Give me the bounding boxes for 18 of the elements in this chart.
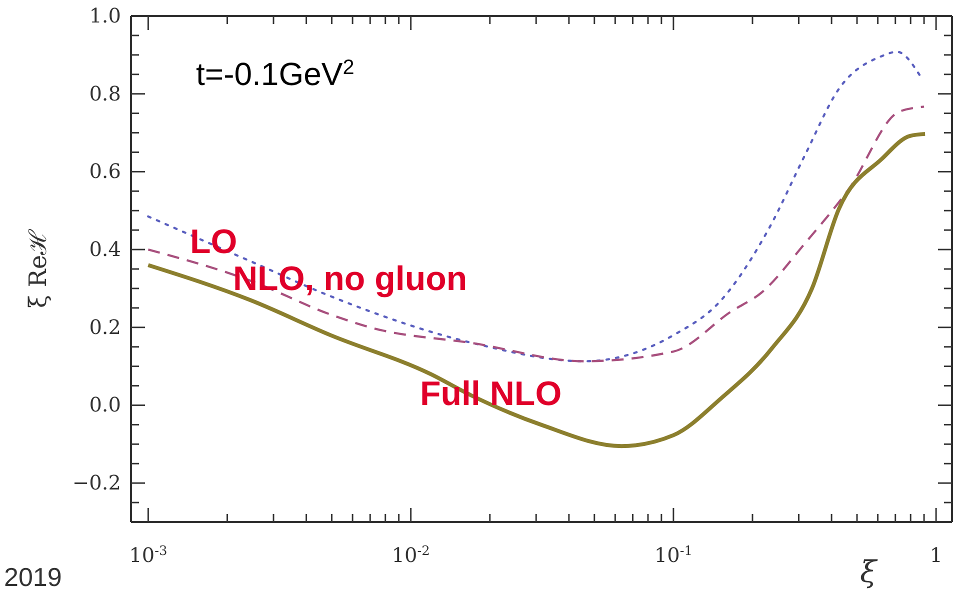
x-tick-label: 10$^{-1}$ <box>654 543 693 568</box>
x-tick-label: 1 <box>930 543 942 568</box>
x-tick-label: 10$^{-2}$ <box>392 543 430 568</box>
series-label: NLO, no gluon <box>233 260 468 298</box>
y-tick-label: 0.4 <box>89 236 121 261</box>
text: 2019 <box>4 562 62 590</box>
x-tick-label: 10$^{-3}$ <box>129 543 168 568</box>
y-tick-label: 0.8 <box>89 81 121 106</box>
y-tick-label: 0.2 <box>89 314 121 339</box>
series-label: Full NLO <box>420 375 562 413</box>
y-tick-label: −0.2 <box>72 470 121 494</box>
y-axis-title: ξ Reℋ <box>24 228 52 308</box>
y-tick-label: 0.0 <box>89 392 121 417</box>
x-axis-title: ξ <box>860 555 878 590</box>
y-tick-label: 0.6 <box>89 159 121 184</box>
annotation: t=-0.1GeV$^{2}$ <box>196 56 354 92</box>
series-label: LO <box>190 223 238 261</box>
y-tick-label: 1.0 <box>89 3 121 28</box>
